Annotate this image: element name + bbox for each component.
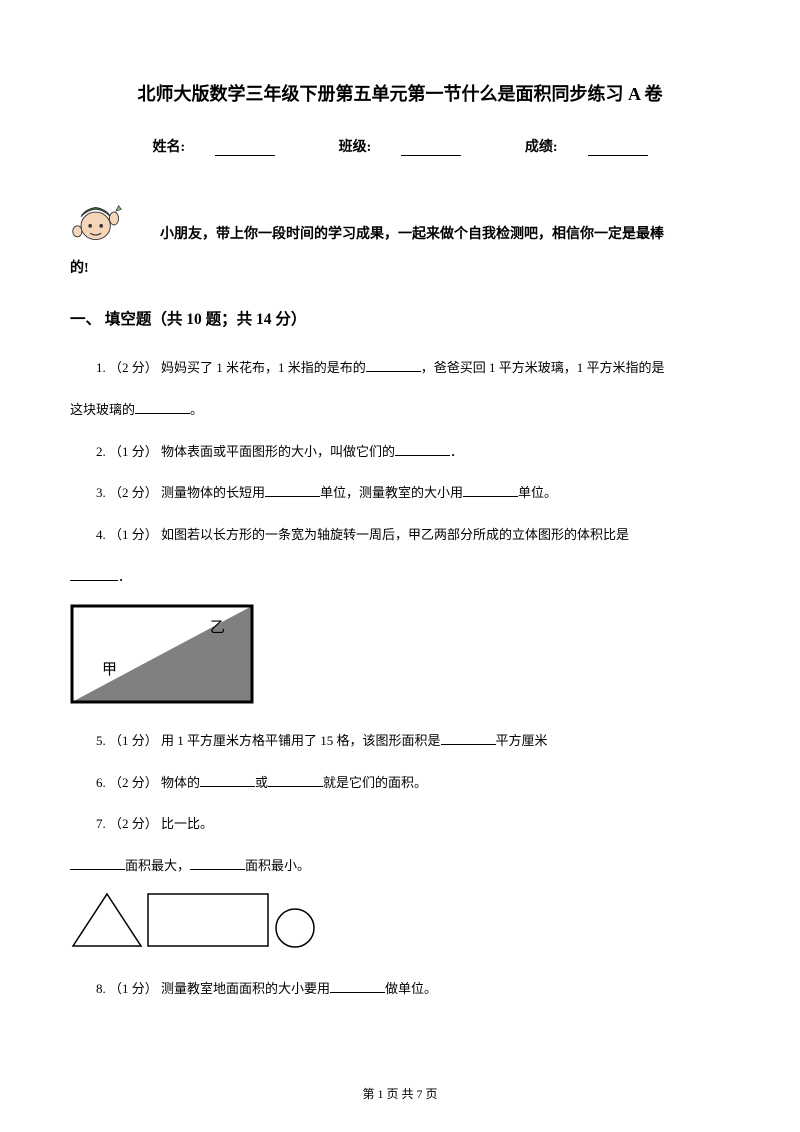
q2-blank[interactable] xyxy=(395,444,450,456)
q1-text-d: 。 xyxy=(190,402,203,417)
q4-text-b: ． xyxy=(118,569,131,584)
info-line: 姓名: 班级: 成绩: xyxy=(70,136,730,156)
question-5: 5. （1 分） 用 1 平方厘米方格平铺用了 15 格，该图形面积是 平方厘米 xyxy=(70,724,730,758)
question-4: 4. （1 分） 如图若以长方形的一条宽为轴旋转一周后，甲乙两部分所成的立体图形… xyxy=(70,518,730,552)
section-heading-1: 一、 填空题（共 10 题；共 14 分） xyxy=(70,307,730,329)
page-footer: 第 1 页 共 7 页 xyxy=(0,1085,800,1102)
figure-shapes-row xyxy=(70,891,730,954)
score-label: 成绩: xyxy=(525,140,558,155)
shape-rectangle xyxy=(148,894,268,946)
q5-blank[interactable] xyxy=(441,733,496,745)
q1-text-c: 这块玻璃的 xyxy=(70,402,135,417)
shape-circle xyxy=(276,909,314,947)
q6-blank-1[interactable] xyxy=(200,775,255,787)
q4-text-a: 4. （1 分） 如图若以长方形的一条宽为轴旋转一周后，甲乙两部分所成的立体图形… xyxy=(96,527,629,542)
score-blank[interactable] xyxy=(588,142,648,156)
q3-text-b: 单位，测量教室的大小用 xyxy=(320,485,463,500)
q3-text-a: 3. （2 分） 测量物体的长短用 xyxy=(96,485,265,500)
q8-blank[interactable] xyxy=(330,981,385,993)
q7-blank-2[interactable] xyxy=(190,858,245,870)
q2-text-b: ． xyxy=(450,444,463,459)
q8-text-a: 8. （1 分） 测量教室地面面积的大小要用 xyxy=(96,981,330,996)
q2-text-a: 2. （1 分） 物体表面或平面图形的大小，叫做它们的 xyxy=(96,444,395,459)
question-6: 6. （2 分） 物体的 或 就是它们的面积。 xyxy=(70,766,730,800)
q3-blank-1[interactable] xyxy=(265,485,320,497)
encouragement-row: 小朋友，带上你一段时间的学习成果，一起来做个自我检测吧，相信你一定是最棒 xyxy=(70,191,730,249)
figure-label-jia: 甲 xyxy=(102,662,117,678)
q7-text-b: 面积最小。 xyxy=(245,858,310,873)
class-label: 班级: xyxy=(339,140,372,155)
q6-text-c: 就是它们的面积。 xyxy=(323,775,427,790)
question-7: 7. （2 分） 比一比。 xyxy=(70,807,730,841)
q5-text-b: 平方厘米 xyxy=(496,733,548,748)
figure-rectangle-diagonal: 乙 甲 xyxy=(70,604,730,709)
q4-blank[interactable] xyxy=(70,569,118,581)
q6-text-b: 或 xyxy=(255,775,268,790)
q1-blank-2[interactable] xyxy=(135,402,190,414)
question-2: 2. （1 分） 物体表面或平面图形的大小，叫做它们的 ． xyxy=(70,435,730,469)
q1-text-b: ，爸爸买回 1 平方米玻璃，1 平方米指的是 xyxy=(421,360,665,375)
encouragement-text-2: 的! xyxy=(70,257,730,277)
name-label: 姓名: xyxy=(152,140,185,155)
q3-text-c: 单位。 xyxy=(518,485,557,500)
question-1-line2: 这块玻璃的 。 xyxy=(70,393,730,427)
question-8: 8. （1 分） 测量教室地面面积的大小要用 做单位。 xyxy=(70,972,730,1006)
q6-text-a: 6. （2 分） 物体的 xyxy=(96,775,200,790)
question-1: 1. （2 分） 妈妈买了 1 米花布，1 米指的是布的 ，爸爸买回 1 平方米玻… xyxy=(70,351,730,385)
q7-blank-1[interactable] xyxy=(70,858,125,870)
document-title: 北师大版数学三年级下册第五单元第一节什么是面积同步练习 A 卷 xyxy=(70,80,730,106)
q8-text-b: 做单位。 xyxy=(385,981,437,996)
q1-text-a: 1. （2 分） 妈妈买了 1 米花布，1 米指的是布的 xyxy=(96,360,366,375)
q7-text-a: 面积最大， xyxy=(125,858,190,873)
question-7-line2: 面积最大， 面积最小。 xyxy=(70,849,730,883)
question-3: 3. （2 分） 测量物体的长短用 单位，测量教室的大小用 单位。 xyxy=(70,476,730,510)
name-blank[interactable] xyxy=(215,142,275,156)
question-4-line2: ． xyxy=(70,560,730,594)
class-blank[interactable] xyxy=(401,142,461,156)
q6-blank-2[interactable] xyxy=(268,775,323,787)
shape-triangle xyxy=(73,894,141,946)
q3-blank-2[interactable] xyxy=(463,485,518,497)
figure-label-yi: 乙 xyxy=(210,620,225,636)
q1-blank-1[interactable] xyxy=(366,360,421,372)
q5-text-a: 5. （1 分） 用 1 平方厘米方格平铺用了 15 格，该图形面积是 xyxy=(96,733,441,748)
encouragement-text-1: 小朋友，带上你一段时间的学习成果，一起来做个自我检测吧，相信你一定是最棒 xyxy=(160,191,664,249)
mascot-icon xyxy=(70,191,125,246)
